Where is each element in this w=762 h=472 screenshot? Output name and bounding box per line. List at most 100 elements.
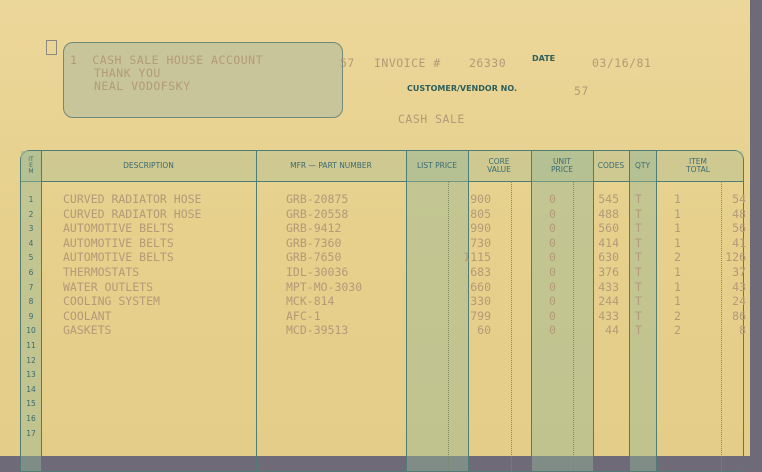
cell-codes: 433 — [598, 279, 619, 294]
header-qty: QTY — [634, 161, 651, 170]
cell-qty: 2 — [674, 250, 681, 265]
header-list-price: LIST PRICE — [416, 161, 458, 170]
address-window: 1 CASH SALE HOUSE ACCOUNT THANK YOU NEAL… — [63, 42, 343, 118]
address-line-1: 1 CASH SALE HOUSE ACCOUNT — [70, 53, 264, 67]
row-number: 4 — [28, 238, 34, 248]
row-number: 14 — [26, 384, 36, 394]
cell-flag: T — [635, 323, 642, 338]
cell-codes: 488 — [598, 206, 619, 221]
cell-total: 54 — [732, 192, 746, 206]
row-number: 16 — [26, 414, 36, 423]
cell-codes: 414 — [598, 235, 619, 250]
cell-core: 60 — [477, 323, 491, 338]
cell-unit: 0 — [549, 265, 556, 279]
cell-codes: 545 — [598, 192, 619, 206]
cell-part: GRB-9412 — [286, 221, 342, 236]
cell-description: AUTOMOTIVE BELTS — [63, 221, 174, 236]
cell-core: 660 — [470, 279, 491, 294]
customer-prefix: 57 — [340, 56, 355, 70]
row-number: 7 — [28, 282, 34, 292]
cell-flag: T — [635, 206, 642, 221]
cell-description: AUTOMOTIVE BELTS — [63, 235, 174, 250]
cell-description: GASKETS — [63, 323, 112, 338]
address-line-2: THANK YOU — [94, 66, 161, 80]
cell-core: 799 — [470, 308, 491, 323]
cell-codes: 433 — [598, 308, 619, 323]
cell-part: GRB-20875 — [286, 192, 349, 206]
header-unit-price: UNIT PRICE — [551, 157, 573, 174]
row-number: 6 — [28, 268, 34, 277]
cell-description: AUTOMOTIVE BELTS — [63, 250, 174, 265]
cell-flag: T — [635, 250, 642, 265]
cell-core: 805 — [470, 206, 491, 221]
date-label: DATE — [532, 54, 556, 63]
cell-flag: T — [635, 221, 642, 236]
row-number: 3 — [28, 224, 34, 234]
cell-qty: 2 — [674, 308, 681, 323]
cell-flag: T — [635, 265, 642, 279]
header-item-total: ITEM TOTAL — [686, 157, 710, 174]
cell-qty: 1 — [674, 279, 681, 294]
cell-part: MCK-814 — [286, 294, 335, 309]
table-header — [21, 151, 743, 182]
cell-total: 56 — [732, 221, 746, 236]
cell-total: 8 — [739, 323, 746, 338]
cell-part: IDL-30036 — [286, 265, 349, 279]
cell-description: WATER OUTLETS — [63, 279, 154, 294]
cell-qty: 1 — [674, 192, 681, 206]
cell-codes: 244 — [598, 294, 619, 309]
row-number: 12 — [26, 355, 36, 365]
cell-unit: 0 — [549, 192, 556, 206]
line-items-table: ITEM DESCRIPTION MFR — PART NUMBER LIST … — [20, 150, 746, 472]
cell-flag: T — [635, 308, 642, 323]
cell-unit: 0 — [549, 221, 556, 236]
row-number: 13 — [26, 370, 36, 380]
customer-vendor-no: 57 — [574, 84, 589, 98]
cell-codes: 630 — [598, 250, 619, 265]
cell-unit: 0 — [549, 235, 556, 250]
cell-core: 683 — [470, 265, 491, 279]
cell-unit: 0 — [549, 279, 556, 294]
cell-part: GRB-20558 — [286, 206, 349, 221]
row-number: 10 — [26, 326, 36, 336]
cell-total: 24 — [732, 294, 746, 309]
row-number: 2 — [28, 209, 34, 219]
header-item: ITEM — [28, 156, 34, 175]
row-number: 8 — [28, 297, 34, 307]
cell-core: 330 — [470, 294, 491, 309]
cell-total: 37 — [732, 265, 746, 279]
cell-total: 41 — [732, 235, 746, 250]
customer-vendor-label: CUSTOMER/VENDOR NO. — [407, 84, 517, 93]
cell-unit: 0 — [549, 323, 556, 338]
cell-codes: 376 — [598, 265, 619, 279]
cell-flag: T — [635, 192, 642, 206]
sale-type: CASH SALE — [398, 112, 465, 126]
cell-core: 990 — [470, 221, 491, 236]
cell-part: GRB-7650 — [286, 250, 342, 265]
cell-core: 900 — [470, 192, 491, 206]
cell-description: CURVED RADIATOR HOSE — [63, 206, 202, 221]
cell-qty: 2 — [674, 323, 681, 338]
cell-unit: 0 — [549, 308, 556, 323]
row-number: 17 — [26, 428, 36, 438]
cell-description: THERMOSTATS — [63, 265, 140, 279]
cell-qty: 1 — [674, 206, 681, 221]
row-number: 15 — [26, 399, 36, 409]
cell-qty: 1 — [674, 265, 681, 279]
cell-total: 86 — [732, 308, 746, 323]
cell-total: 48 — [732, 206, 746, 221]
cell-part: MPT-MO-3030 — [286, 279, 363, 294]
row-number: 1 — [28, 195, 34, 204]
row-number: 11 — [26, 341, 36, 350]
cell-total: 43 — [732, 279, 746, 294]
invoice-label: INVOICE # — [374, 56, 441, 70]
cell-description: COOLANT — [63, 308, 112, 323]
cell-total: 126 — [725, 250, 746, 265]
cell-qty: 1 — [674, 221, 681, 236]
cell-codes: 44 — [605, 323, 619, 338]
cell-part: AFC-1 — [286, 308, 321, 323]
cell-part: MCD-39513 — [286, 323, 349, 338]
cell-qty: 1 — [674, 235, 681, 250]
cell-codes: 560 — [598, 221, 619, 236]
